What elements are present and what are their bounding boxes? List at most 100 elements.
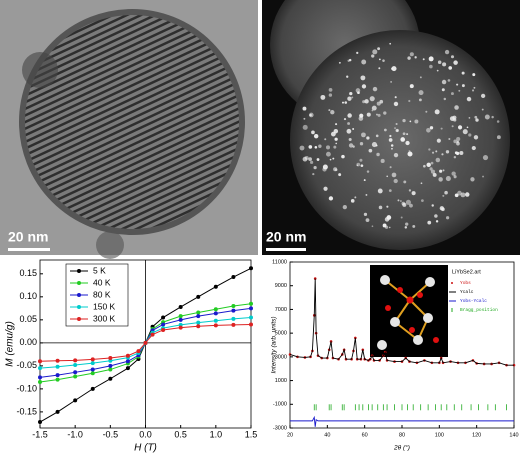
- data-point: [231, 322, 236, 327]
- data-point: [73, 362, 78, 367]
- particle: [407, 56, 411, 60]
- particle: [388, 189, 392, 193]
- particle: [347, 113, 352, 118]
- particle: [429, 167, 433, 171]
- particle: [383, 128, 387, 132]
- particle: [408, 150, 411, 152]
- data-point: [249, 322, 253, 327]
- particle: [338, 173, 342, 177]
- particle: [406, 133, 409, 136]
- particle: [334, 168, 338, 172]
- particle: [428, 56, 434, 62]
- y-tick-label: 0.00: [19, 337, 37, 347]
- particle: [409, 52, 414, 57]
- particle: [356, 51, 359, 55]
- particle: [434, 109, 440, 115]
- particle: [333, 145, 337, 149]
- data-point: [213, 318, 218, 323]
- legend-marker: [77, 269, 81, 273]
- x-tick-label: 120: [472, 432, 481, 438]
- y-tick-label: 0.10: [19, 291, 37, 301]
- particle: [309, 113, 312, 117]
- particle: [304, 155, 309, 160]
- particle: [484, 114, 490, 120]
- particle: [372, 49, 378, 55]
- particle: [426, 162, 431, 168]
- particle: [456, 141, 460, 146]
- particle: [475, 118, 479, 122]
- x-axis-label: H (T): [134, 443, 157, 454]
- particle: [457, 125, 463, 130]
- particle: [450, 92, 454, 96]
- particle: [461, 84, 465, 88]
- particle: [376, 152, 380, 157]
- particle: [394, 127, 396, 129]
- particle: [391, 66, 397, 72]
- particle: [453, 175, 457, 179]
- particle: [409, 203, 413, 208]
- particle: [461, 71, 465, 75]
- particle: [352, 127, 355, 130]
- particle: [482, 155, 489, 161]
- particle: [324, 138, 327, 141]
- particle: [375, 144, 378, 147]
- particle: [474, 115, 478, 119]
- particle: [391, 172, 397, 178]
- particle: [432, 172, 437, 177]
- data-point: [161, 327, 166, 332]
- particle: [347, 96, 352, 101]
- data-point: [249, 266, 253, 271]
- y-axis-label: M (emu/g): [5, 321, 16, 367]
- particle: [421, 199, 424, 203]
- particle: [420, 182, 423, 185]
- particle: [355, 88, 361, 93]
- particle: [471, 89, 475, 92]
- particle: [391, 147, 393, 150]
- particle: [409, 120, 412, 123]
- particle: [346, 128, 352, 134]
- particle: [323, 186, 328, 191]
- data-point: [73, 398, 78, 403]
- particle: [346, 75, 349, 78]
- particle: [383, 111, 387, 115]
- particle: [308, 157, 312, 161]
- x-tick-label: 1.5: [245, 429, 258, 439]
- particle: [411, 191, 416, 196]
- data-point: [213, 323, 218, 328]
- data-point: [196, 324, 201, 329]
- y-tick-label: 11000: [272, 259, 287, 265]
- data-point: [178, 314, 183, 319]
- particle: [389, 166, 392, 169]
- particle: [359, 113, 364, 118]
- particle: [439, 169, 443, 173]
- particle: [453, 155, 457, 159]
- particle: [430, 169, 436, 174]
- particle: [402, 132, 406, 136]
- particle: [361, 84, 367, 89]
- particle: [428, 148, 431, 151]
- data-point: [213, 307, 218, 312]
- particle: [371, 109, 374, 112]
- particle: [409, 84, 414, 89]
- particle: [368, 148, 373, 153]
- particle: [438, 177, 443, 182]
- crystal-inset: [370, 265, 448, 357]
- particle: [400, 216, 403, 219]
- particle: [376, 101, 381, 106]
- particle: [471, 146, 476, 151]
- data-point: [249, 301, 253, 306]
- particle: [414, 119, 419, 124]
- particle: [386, 205, 389, 208]
- particle: [371, 54, 375, 58]
- x-tick-label: 20: [287, 432, 293, 438]
- particle: [408, 99, 411, 103]
- particle: [456, 136, 461, 142]
- legend-label: Yobs: [460, 280, 471, 286]
- particle: [359, 142, 364, 146]
- particle: [407, 151, 413, 157]
- data-point: [213, 284, 218, 289]
- particle: [329, 158, 332, 161]
- particle: [302, 106, 307, 111]
- data-point: [213, 311, 218, 316]
- particle: [429, 64, 433, 69]
